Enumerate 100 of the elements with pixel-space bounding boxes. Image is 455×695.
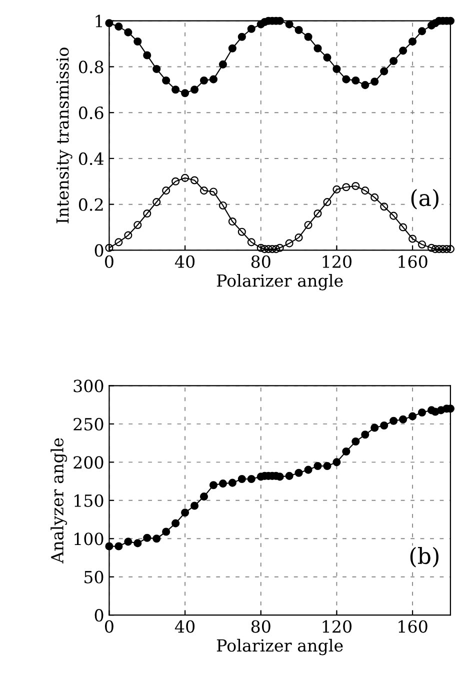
point [323, 54, 332, 62]
point [152, 64, 161, 74]
point [247, 474, 256, 484]
point [294, 26, 303, 34]
point [380, 421, 388, 430]
point [285, 472, 294, 480]
point [256, 244, 265, 252]
y-tick-label: 0.2 [78, 198, 103, 211]
y-tick-label: 0 [94, 609, 104, 622]
point [361, 186, 370, 195]
point [304, 220, 312, 229]
x-tick-label: 40 [174, 620, 195, 633]
point [399, 415, 408, 424]
point [380, 202, 388, 211]
point [181, 89, 190, 98]
point [190, 502, 199, 510]
point [124, 538, 132, 546]
point [332, 64, 341, 74]
point [172, 177, 180, 186]
point [162, 76, 170, 85]
x-axis-title: Polarizer angle [216, 638, 343, 656]
point [218, 480, 227, 488]
point [190, 176, 199, 184]
point [342, 75, 350, 84]
y-tick-label: 0.4 [78, 152, 104, 166]
point [134, 539, 142, 548]
point [304, 466, 312, 474]
x-tick-label: 80 [251, 620, 270, 633]
x-tick-label: 80 [251, 255, 270, 268]
point [190, 86, 199, 94]
y-tick-label: 150 [74, 494, 104, 507]
y-tick-label: 0.8 [78, 60, 104, 74]
point [352, 76, 360, 85]
point [276, 244, 284, 252]
point [172, 519, 180, 528]
point [304, 32, 312, 41]
point [361, 81, 370, 90]
point [390, 212, 398, 220]
point [200, 186, 208, 195]
point [134, 220, 142, 229]
x-tick-label: 120 [322, 620, 352, 633]
point [238, 474, 246, 484]
point [399, 46, 408, 55]
point [114, 238, 123, 246]
point [268, 245, 276, 254]
point [238, 228, 246, 236]
point [294, 234, 303, 242]
point [143, 534, 152, 542]
y-axis-title: Analyzer angle [50, 438, 67, 564]
point [247, 238, 256, 246]
point [352, 438, 360, 446]
point [260, 245, 269, 254]
point [209, 188, 218, 196]
point [370, 193, 379, 202]
point [134, 37, 142, 46]
point [143, 51, 152, 60]
point [446, 245, 454, 254]
point [152, 198, 161, 206]
y-tick-label: 100 [74, 532, 104, 546]
point [124, 28, 132, 36]
y-tick-label: 300 [74, 380, 104, 392]
point [408, 37, 417, 46]
y-tick-label: 250 [74, 418, 104, 431]
point [114, 542, 123, 550]
point [332, 185, 341, 194]
x-tick-label: 0 [104, 620, 114, 633]
point [442, 245, 451, 254]
point [399, 223, 408, 232]
point [370, 424, 379, 432]
point [114, 22, 123, 31]
point [294, 468, 303, 477]
point [435, 245, 444, 254]
point [438, 245, 447, 254]
point [285, 239, 294, 248]
point [218, 60, 227, 68]
point [352, 182, 360, 190]
point [200, 492, 208, 501]
x-tick-label: 120 [322, 255, 352, 268]
point [162, 528, 170, 536]
x-tick-label: 40 [174, 255, 195, 268]
point [218, 201, 227, 210]
point [427, 244, 436, 252]
x-tick-label: 160 [398, 255, 428, 268]
y-tick-label: 1 [96, 14, 102, 28]
point [247, 24, 256, 33]
point [370, 78, 379, 86]
x-tick-label: 160 [398, 620, 428, 633]
point [264, 245, 272, 254]
point [272, 245, 280, 254]
y-tick-label: 50 [84, 570, 104, 584]
point [323, 462, 332, 470]
point [380, 67, 388, 76]
point [228, 44, 236, 52]
y-axis-title: Intensity transmissio [56, 48, 72, 224]
point [431, 245, 440, 254]
point [332, 458, 341, 466]
point [209, 75, 218, 84]
y-tick-label: 200 [74, 456, 104, 469]
annotation: (a) [411, 188, 438, 210]
x-axis-title: Polarizer angle [216, 274, 343, 290]
